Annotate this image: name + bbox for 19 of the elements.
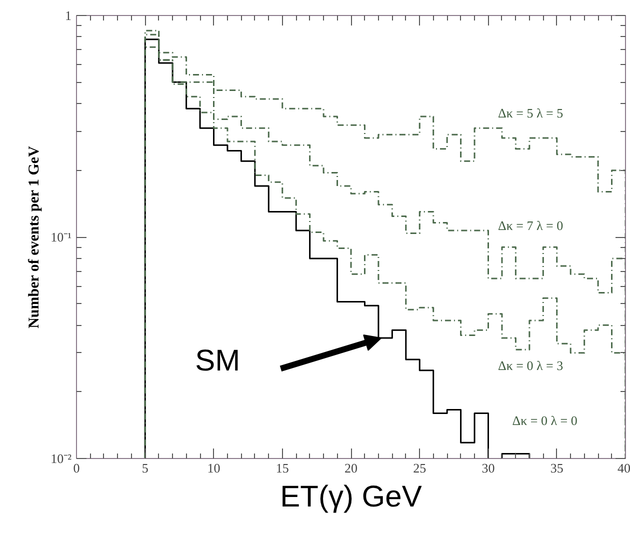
annotation: Δκ = 0 λ = 0 <box>512 412 578 428</box>
annotation: Δκ = 7 λ = 0 <box>498 218 564 233</box>
y-tick-label: 10⁻¹ <box>50 230 72 244</box>
y-axis-title: Number of events per 1 GeV <box>26 146 43 328</box>
x-tick-label: 5 <box>142 460 148 476</box>
x-tick-label: 35 <box>550 460 564 476</box>
y-tick-label: 10⁻² <box>50 451 72 466</box>
x-tick-label: 20 <box>344 460 358 476</box>
x-tick-label: 30 <box>482 460 495 476</box>
x-tick-label: 40 <box>618 460 630 476</box>
annotation: Δκ = 5 λ = 5 <box>498 105 564 120</box>
x-tick-label: 10 <box>207 460 220 476</box>
x-tick-label: 0 <box>73 460 80 476</box>
y-tick-label: 1 <box>65 8 72 23</box>
x-tick-label: 15 <box>276 460 289 476</box>
x-tick-label: 25 <box>413 460 426 476</box>
annotation: Δκ = 0 λ = 3 <box>498 358 564 373</box>
x-axis-title: ET(γ) GeV <box>280 480 422 514</box>
annotation: SM <box>195 344 240 378</box>
